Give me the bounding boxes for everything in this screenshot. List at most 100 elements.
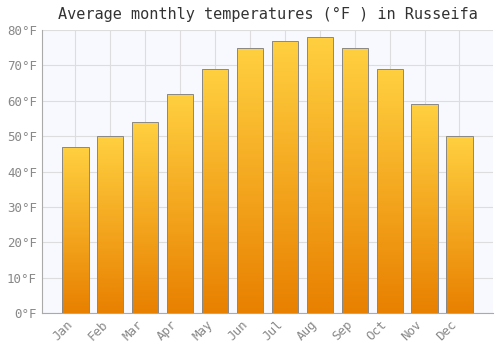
Bar: [62, 173, 88, 175]
Bar: [306, 68, 333, 70]
Bar: [167, 96, 193, 98]
Bar: [237, 125, 263, 127]
Bar: [62, 292, 88, 293]
Bar: [167, 177, 193, 179]
Bar: [306, 283, 333, 286]
Bar: [132, 166, 158, 168]
Bar: [342, 72, 368, 74]
Bar: [412, 119, 438, 121]
Bar: [237, 284, 263, 287]
Bar: [62, 170, 88, 172]
Bar: [412, 269, 438, 271]
Bar: [62, 172, 88, 173]
Bar: [167, 304, 193, 307]
Bar: [202, 74, 228, 76]
Bar: [237, 130, 263, 133]
Bar: [272, 204, 298, 207]
Bar: [167, 256, 193, 258]
Bar: [412, 244, 438, 246]
Bar: [446, 260, 472, 262]
Bar: [62, 212, 88, 214]
Bar: [132, 172, 158, 174]
Bar: [97, 143, 124, 145]
Bar: [237, 183, 263, 186]
Bar: [412, 290, 438, 292]
Bar: [237, 308, 263, 310]
Bar: [342, 119, 368, 122]
Bar: [62, 159, 88, 160]
Bar: [97, 276, 124, 278]
Bar: [167, 105, 193, 107]
Bar: [412, 163, 438, 165]
Bar: [272, 120, 298, 122]
Bar: [446, 272, 472, 274]
Bar: [97, 195, 124, 196]
Bar: [237, 69, 263, 72]
Bar: [167, 201, 193, 203]
Bar: [412, 125, 438, 127]
Bar: [342, 207, 368, 210]
Bar: [202, 98, 228, 101]
Bar: [306, 54, 333, 56]
Bar: [376, 162, 402, 164]
Bar: [306, 261, 333, 264]
Bar: [342, 149, 368, 151]
Bar: [237, 260, 263, 263]
Bar: [237, 93, 263, 96]
Bar: [376, 127, 402, 130]
Bar: [306, 178, 333, 181]
Bar: [342, 151, 368, 154]
Bar: [202, 299, 228, 301]
Bar: [62, 147, 88, 313]
Bar: [97, 154, 124, 156]
Bar: [97, 196, 124, 198]
Bar: [167, 234, 193, 236]
Bar: [306, 269, 333, 272]
Bar: [446, 214, 472, 216]
Bar: [342, 223, 368, 225]
Bar: [342, 292, 368, 294]
Bar: [132, 202, 158, 204]
Bar: [202, 201, 228, 203]
Bar: [202, 216, 228, 218]
Bar: [62, 227, 88, 228]
Bar: [62, 257, 88, 258]
Bar: [237, 194, 263, 196]
Bar: [306, 114, 333, 117]
Bar: [342, 164, 368, 167]
Bar: [446, 172, 472, 173]
Bar: [237, 98, 263, 101]
Bar: [237, 250, 263, 252]
Bar: [446, 175, 472, 177]
Bar: [272, 136, 298, 139]
Bar: [306, 233, 333, 236]
Bar: [306, 214, 333, 217]
Bar: [446, 198, 472, 200]
Bar: [306, 200, 333, 203]
Bar: [306, 274, 333, 277]
Bar: [342, 279, 368, 281]
Bar: [412, 286, 438, 288]
Bar: [237, 181, 263, 183]
Bar: [62, 205, 88, 207]
Bar: [306, 247, 333, 250]
Bar: [342, 96, 368, 98]
Bar: [376, 81, 402, 84]
Bar: [306, 48, 333, 51]
Bar: [412, 148, 438, 150]
Bar: [376, 174, 402, 176]
Bar: [132, 132, 158, 133]
Bar: [272, 226, 298, 229]
Bar: [62, 243, 88, 245]
Bar: [376, 145, 402, 147]
Bar: [376, 247, 402, 250]
Bar: [237, 255, 263, 257]
Bar: [446, 237, 472, 239]
Bar: [62, 185, 88, 187]
Bar: [202, 189, 228, 191]
Bar: [376, 218, 402, 220]
Bar: [446, 181, 472, 182]
Bar: [132, 306, 158, 307]
Bar: [306, 56, 333, 59]
Bar: [376, 235, 402, 237]
